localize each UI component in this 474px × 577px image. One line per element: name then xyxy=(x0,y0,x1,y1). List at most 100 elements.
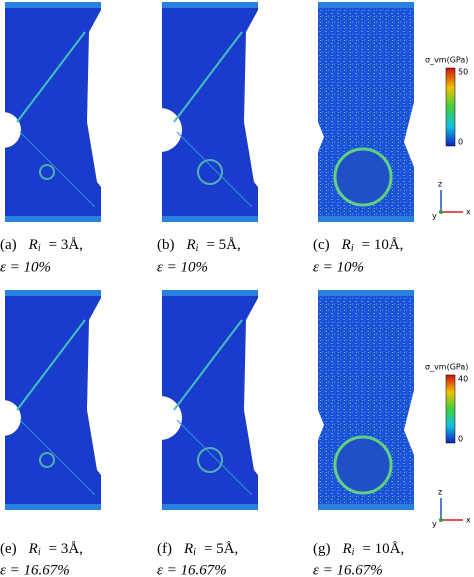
caption-symbol: R xyxy=(342,541,352,557)
axis-y xyxy=(439,518,443,522)
caption-line: (e) Ri = 3Å, xyxy=(0,541,83,558)
caption-strain: ε = 16.67% xyxy=(0,562,70,577)
axis-y-label: y xyxy=(432,520,437,529)
grip-bottom xyxy=(318,504,414,510)
cutout-left xyxy=(318,410,324,440)
caption-symbol: R xyxy=(186,237,196,253)
axis-x-label: x xyxy=(466,208,471,217)
cutout xyxy=(244,298,258,475)
caption-tag: (b) xyxy=(157,237,175,253)
caption-subscript: i xyxy=(196,243,199,254)
caption-line: (a) Ri = 3Å, xyxy=(0,237,83,254)
void xyxy=(39,452,55,468)
simulation-image xyxy=(138,2,258,222)
caption-radius: = 10Å, xyxy=(362,541,404,557)
grip-bottom xyxy=(5,504,101,510)
slip-band xyxy=(173,319,243,411)
notch xyxy=(0,400,21,436)
caption-subscript: i xyxy=(38,547,41,558)
void xyxy=(333,147,393,207)
caption-symbol: R xyxy=(28,237,38,253)
simulation-image xyxy=(318,290,414,510)
caption-tag: (g) xyxy=(313,541,331,557)
caption-radius: = 5Å, xyxy=(204,541,238,557)
simulation-image xyxy=(0,2,101,222)
grip-bottom xyxy=(318,216,414,222)
axis-z-label: z xyxy=(438,180,442,189)
simulation-image xyxy=(318,2,414,222)
caption-subscript: i xyxy=(38,243,41,254)
void xyxy=(39,164,55,180)
caption-strain: ε = 16.67% xyxy=(313,562,383,577)
simulation-image xyxy=(0,290,101,510)
caption-line: (c) Ri = 10Å, xyxy=(313,237,403,254)
axis-x-label: x xyxy=(466,516,471,525)
caption-line: (b) Ri = 5Å, xyxy=(157,237,241,254)
colorbar-min: 0 xyxy=(458,435,463,444)
void xyxy=(197,447,223,473)
grip-bottom xyxy=(162,504,258,510)
caption-subscript: i xyxy=(351,243,354,254)
slip-band xyxy=(173,31,243,123)
slip-band xyxy=(16,31,86,123)
slip-band xyxy=(176,419,253,496)
grip-bottom xyxy=(5,216,101,222)
notch xyxy=(138,396,182,440)
caption-tag: (a) xyxy=(0,237,17,253)
caption-strain: ε = 10% xyxy=(157,259,208,275)
slip-band xyxy=(176,131,253,208)
caption-strain: ε = 16.67% xyxy=(157,562,227,577)
void xyxy=(333,435,393,495)
grip-top xyxy=(5,2,101,8)
specimen xyxy=(162,290,258,510)
colorbar-label: σ_vm(GPa) xyxy=(425,363,468,372)
caption-subscript: i xyxy=(352,547,355,558)
cutout-left xyxy=(318,122,324,152)
axis-z-label: z xyxy=(438,488,442,497)
colorbar-label: σ_vm(GPa) xyxy=(425,56,468,65)
colorbar xyxy=(445,374,456,444)
caption-radius: = 5Å, xyxy=(206,237,240,253)
void xyxy=(197,159,223,185)
caption-subscript: i xyxy=(193,547,196,558)
notch xyxy=(0,112,21,148)
caption-radius: = 10Å, xyxy=(362,237,404,253)
caption-radius: = 3Å, xyxy=(49,237,83,253)
cutout xyxy=(87,10,101,187)
caption-strain: ε = 10% xyxy=(313,259,364,275)
axis-y-label: y xyxy=(432,212,437,221)
grip-top xyxy=(5,290,101,296)
axis-y xyxy=(439,210,443,214)
grip-top xyxy=(162,290,258,296)
specimen xyxy=(5,2,101,222)
caption-radius: = 3Å, xyxy=(49,541,83,557)
cutout xyxy=(87,298,101,475)
caption-line: (f) Ri = 5Å, xyxy=(157,541,238,558)
caption-symbol: R xyxy=(28,541,38,557)
notch xyxy=(138,108,182,152)
caption-line: (g) Ri = 10Å, xyxy=(313,541,404,558)
grip-top xyxy=(318,2,414,8)
specimen xyxy=(162,2,258,222)
colorbar xyxy=(445,67,456,147)
colorbar-max: 50 xyxy=(458,68,468,77)
cutout xyxy=(244,10,258,187)
slip-band xyxy=(19,131,96,208)
slip-band xyxy=(19,419,96,496)
caption-symbol: R xyxy=(341,237,351,253)
specimen xyxy=(5,290,101,510)
caption-tag: (e) xyxy=(0,541,17,557)
grip-top xyxy=(318,290,414,296)
grip-top xyxy=(162,2,258,8)
colorbar-max: 40 xyxy=(458,375,468,384)
caption-tag: (f) xyxy=(157,541,172,557)
slip-band xyxy=(16,319,86,411)
colorbar-min: 0 xyxy=(458,138,463,147)
simulation-image xyxy=(138,290,258,510)
caption-symbol: R xyxy=(183,541,193,557)
cutout-right xyxy=(404,102,414,167)
caption-tag: (c) xyxy=(313,237,330,253)
caption-strain: ε = 10% xyxy=(0,259,51,275)
grip-bottom xyxy=(162,216,258,222)
